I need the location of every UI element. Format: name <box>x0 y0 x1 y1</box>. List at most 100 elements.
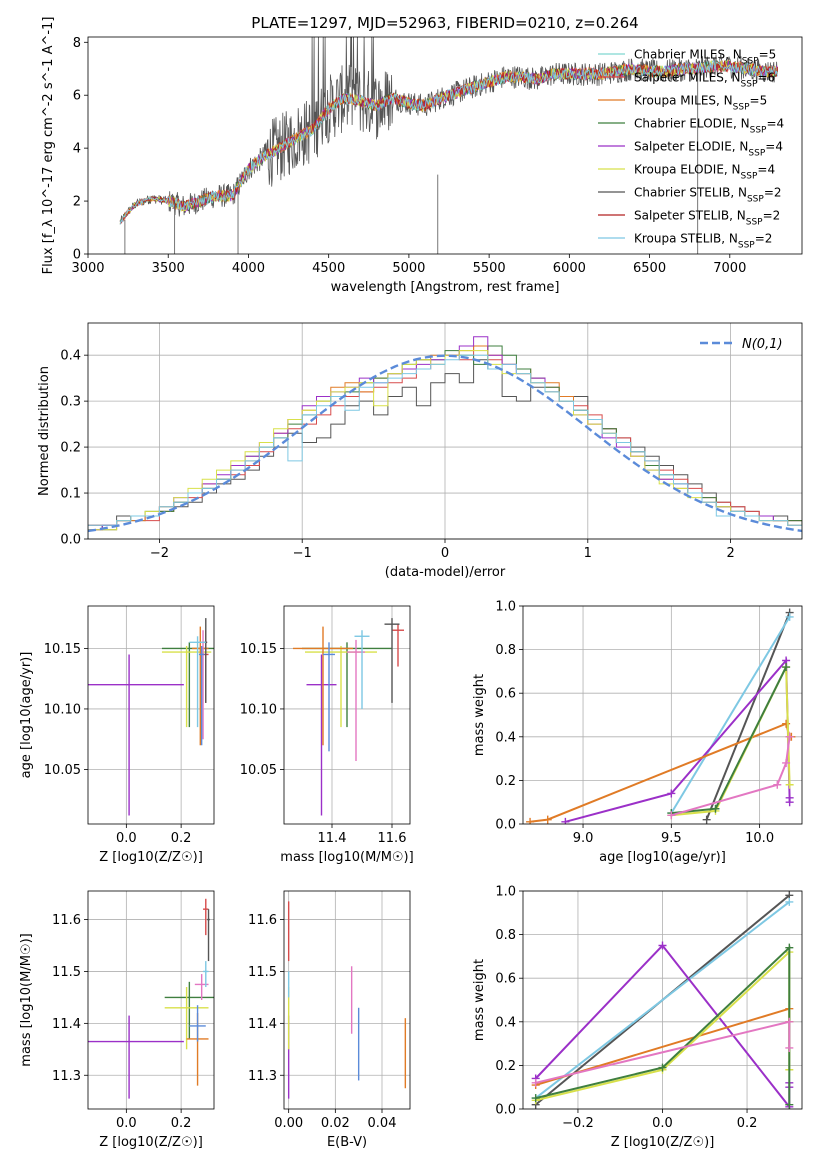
weight-marker <box>785 1100 794 1109</box>
y-axis-label: Flux [f_λ 10^-17 erg cm^-2 s^-1 A^-1] <box>41 17 56 275</box>
weight-marker <box>658 1063 667 1072</box>
plot-area <box>88 618 214 816</box>
legend-label: Kroupa ELODIE, NSSP=4 <box>634 163 775 182</box>
chart-title: PLATE=1297, MJD=52963, FIBERID=0210, z=0… <box>251 14 638 32</box>
x-tick-label: 0.04 <box>368 1116 397 1131</box>
legend-label: Salpeter STELIB, NSSP=2 <box>634 209 780 228</box>
axes-frame <box>87 36 803 255</box>
x-tick-label: 3500 <box>152 261 185 276</box>
plot-area <box>531 891 794 1109</box>
x-axis-label: Z [log10(Z/Z☉)] <box>99 850 203 865</box>
x-tick-label: 0.0 <box>116 831 137 846</box>
weight-marker <box>667 789 676 798</box>
y-tick-label: 4 <box>73 142 81 157</box>
y-axis-label: mass weight <box>472 959 487 1041</box>
axes-frame <box>283 605 411 825</box>
y-axis-label: mass [log10(M/M☉)] <box>19 933 34 1066</box>
y-tick-label: 6 <box>73 89 81 104</box>
weight-marker <box>785 897 794 906</box>
panel-spectrum: 3000 3500 4000 4500 5000 5500 6000 6500 7000 0 2 4 6… <box>41 14 803 295</box>
y-tick-label: 10.15 <box>240 642 277 657</box>
x-axis-label: Z [log10(Z/Z☉)] <box>99 1135 203 1150</box>
weight-line <box>671 666 787 815</box>
weight-marker <box>785 612 794 621</box>
x-tick-label: 4000 <box>232 261 265 276</box>
y-tick-label: 0.2 <box>60 441 81 456</box>
legend-label: Chabrier STELIB, NSSP=2 <box>634 186 782 205</box>
panel-mass_vs_EBV: 0.00 0.02 0.04 11.3 11.4 11.5 11.6 E(B-V) <box>248 890 411 1150</box>
x-axis-label: Z [log10(Z/Z☉)] <box>611 1135 715 1150</box>
y-axis-label: age [log10(age/yr)] <box>19 652 34 779</box>
x-tick-label: 11.6 <box>378 831 407 846</box>
y-tick-label: 0.0 <box>60 533 81 548</box>
x-tick-label: 0.02 <box>321 1116 350 1131</box>
x-tick-label: 9.5 <box>661 831 682 846</box>
y-tick-label: 11.3 <box>248 1069 277 1084</box>
y-tick-label: 11.4 <box>248 1017 277 1032</box>
weight-marker <box>782 663 791 672</box>
x-tick-label: 0 <box>441 546 449 561</box>
x-tick-label: 2 <box>726 546 734 561</box>
weight-marker <box>785 798 794 807</box>
panel-residuals: −2 −1 0 1 2 0.0 0.1 0.2 0.3 0.4 (data-model)/error… <box>37 322 803 580</box>
y-tick-label: 10.15 <box>44 642 81 657</box>
weight-marker <box>543 815 552 824</box>
weight-line <box>535 901 790 1099</box>
weight-marker <box>785 780 794 789</box>
x-tick-label: 5000 <box>392 261 425 276</box>
plot-area <box>293 618 404 816</box>
x-tick-label: 6500 <box>633 261 666 276</box>
legend-label: N(0,1) <box>742 337 783 352</box>
x-tick-label: 3000 <box>71 261 104 276</box>
weight-line <box>565 657 791 823</box>
legend-label: Kroupa STELIB, NSSP=2 <box>634 232 772 251</box>
y-tick-label: 1.0 <box>495 600 516 615</box>
x-axis-label: age [log10(age/yr)] <box>599 850 726 865</box>
plot-area <box>119 37 779 254</box>
y-tick-label: 0.3 <box>60 395 81 410</box>
y-tick-label: 2 <box>73 195 81 210</box>
y-tick-label: 0.8 <box>495 643 516 658</box>
y-tick-label: 0.1 <box>60 487 81 502</box>
weight-line <box>529 722 792 823</box>
weight-marker <box>561 817 570 824</box>
weight-marker <box>785 1017 794 1026</box>
x-tick-label: 7000 <box>713 261 746 276</box>
x-axis-label: mass [log10(M/M☉)] <box>280 850 413 865</box>
weight-marker <box>531 1078 540 1087</box>
x-tick-label: 0.2 <box>171 831 192 846</box>
x-tick-label: 0.2 <box>171 1116 192 1131</box>
x-tick-label: −2 <box>150 546 169 561</box>
weight-marker <box>667 811 676 820</box>
weight-marker <box>711 804 720 813</box>
axes-frame <box>522 605 803 825</box>
weight-marker <box>782 758 791 767</box>
y-tick-label: 11.6 <box>52 913 81 928</box>
x-tick-label: 10.0 <box>745 831 774 846</box>
x-tick-label: 0.0 <box>116 1116 137 1131</box>
legend-label: Kroupa MILES, NSSP=5 <box>634 94 767 113</box>
y-tick-label: 8 <box>73 36 81 51</box>
plot-area <box>88 336 802 539</box>
y-tick-label: 11.3 <box>52 1069 81 1084</box>
y-axis-label: mass weight <box>472 674 487 756</box>
plot-area <box>287 901 407 1099</box>
y-tick-label: 0.4 <box>60 349 81 364</box>
panel-weight_vs_Z: −0.2 0.0 0.2 0.0 0.2 0.4 0.6 0.8 1.0 Z [log10(Z/Z… <box>472 885 803 1150</box>
x-tick-label: 0.0 <box>652 1116 673 1131</box>
y-axis-label: Normed distribution <box>37 366 52 496</box>
y-tick-label: 0.2 <box>495 1059 516 1074</box>
x-tick-label: 0.00 <box>274 1116 303 1131</box>
weight-marker <box>526 817 535 824</box>
panel-age_vs_mass: 11.4 11.6 10.05 10.10 10.15 mass [log10(M/M☉)… <box>240 605 414 865</box>
weight-marker <box>785 1043 794 1052</box>
x-axis-label: wavelength [Angstrom, rest frame] <box>331 280 560 295</box>
y-tick-label: 0.2 <box>495 774 516 789</box>
x-axis-label: E(B-V) <box>327 1135 367 1150</box>
gaussian-curve <box>88 354 802 533</box>
weight-line <box>705 612 791 820</box>
x-tick-label: 4500 <box>312 261 345 276</box>
panel-mass_vs_Z: 0.0 0.2 11.3 11.4 11.5 11.6 Z [log10(Z/Z☉)] mas… <box>19 890 215 1150</box>
y-tick-label: 0 <box>73 248 81 263</box>
